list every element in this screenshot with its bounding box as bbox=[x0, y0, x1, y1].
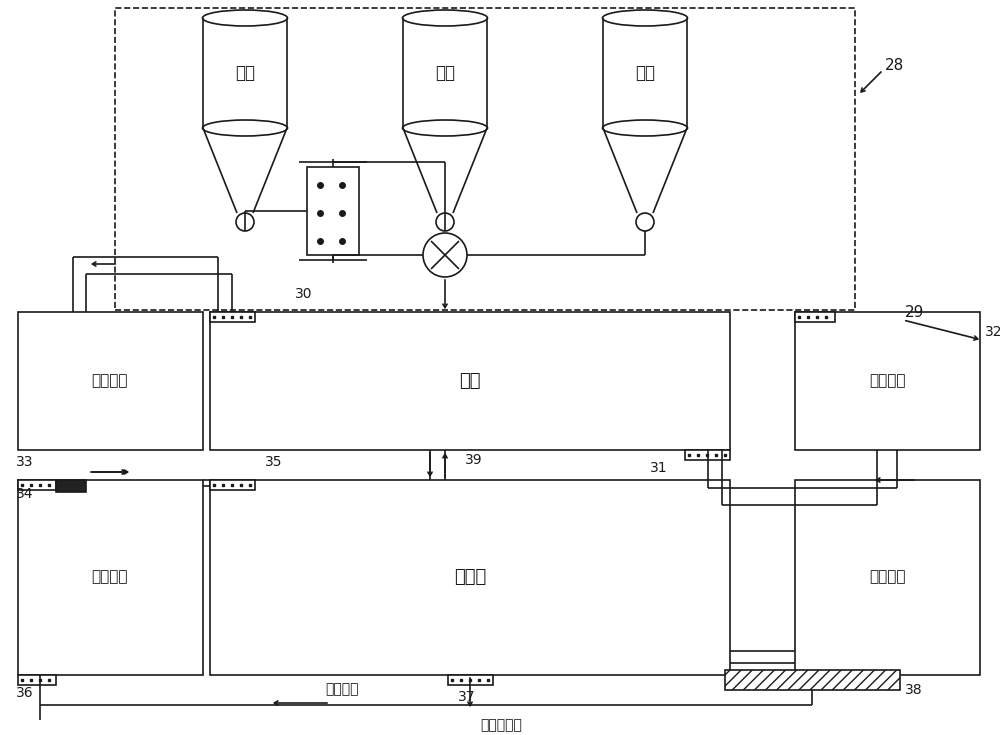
Bar bbox=[56, 480, 86, 492]
Bar bbox=[18, 675, 56, 685]
Ellipse shape bbox=[202, 10, 288, 26]
Text: 气凝胶: 气凝胶 bbox=[454, 568, 486, 586]
Text: 37: 37 bbox=[458, 690, 476, 704]
Bar bbox=[795, 312, 835, 322]
Text: 29: 29 bbox=[905, 304, 924, 320]
Text: 无机: 无机 bbox=[235, 64, 255, 82]
Text: 溶胶: 溶胶 bbox=[435, 64, 455, 82]
Bar bbox=[795, 312, 980, 450]
Text: 35: 35 bbox=[265, 455, 283, 469]
Bar bbox=[18, 480, 56, 490]
Circle shape bbox=[636, 213, 654, 231]
Text: 氨水: 氨水 bbox=[635, 64, 655, 82]
Bar bbox=[685, 450, 730, 460]
Text: 液体回收: 液体回收 bbox=[869, 570, 905, 584]
Bar bbox=[210, 480, 255, 490]
Bar bbox=[448, 675, 493, 685]
Ellipse shape bbox=[602, 120, 688, 136]
Bar bbox=[18, 312, 203, 450]
Ellipse shape bbox=[402, 10, 488, 26]
Bar bbox=[210, 480, 730, 675]
Ellipse shape bbox=[202, 120, 288, 136]
Circle shape bbox=[436, 213, 454, 231]
Bar bbox=[725, 670, 900, 690]
Bar bbox=[307, 167, 359, 255]
Text: 32: 32 bbox=[985, 325, 1000, 339]
Text: 33: 33 bbox=[16, 455, 34, 469]
Circle shape bbox=[423, 233, 467, 277]
Text: 废气回收: 废气回收 bbox=[325, 682, 358, 696]
Circle shape bbox=[236, 213, 254, 231]
Text: 28: 28 bbox=[885, 57, 904, 73]
Ellipse shape bbox=[402, 120, 488, 136]
Text: 液体回收: 液体回收 bbox=[92, 373, 128, 389]
Text: 39: 39 bbox=[465, 453, 483, 467]
Bar bbox=[210, 312, 255, 322]
Ellipse shape bbox=[602, 10, 688, 26]
Bar bbox=[18, 480, 203, 675]
Text: 34: 34 bbox=[16, 487, 34, 501]
Text: 36: 36 bbox=[16, 686, 34, 700]
Text: 干燥气体: 干燥气体 bbox=[92, 570, 128, 584]
Text: 31: 31 bbox=[650, 461, 668, 475]
Text: 38: 38 bbox=[905, 683, 923, 697]
Text: 30: 30 bbox=[295, 287, 312, 301]
Bar bbox=[115, 8, 855, 310]
Text: 破碎，筛分: 破碎，筛分 bbox=[480, 718, 522, 732]
Text: 液体置换: 液体置换 bbox=[869, 373, 905, 389]
Text: 凝胶: 凝胶 bbox=[459, 372, 481, 390]
Bar bbox=[210, 312, 730, 450]
Bar bbox=[795, 480, 980, 675]
